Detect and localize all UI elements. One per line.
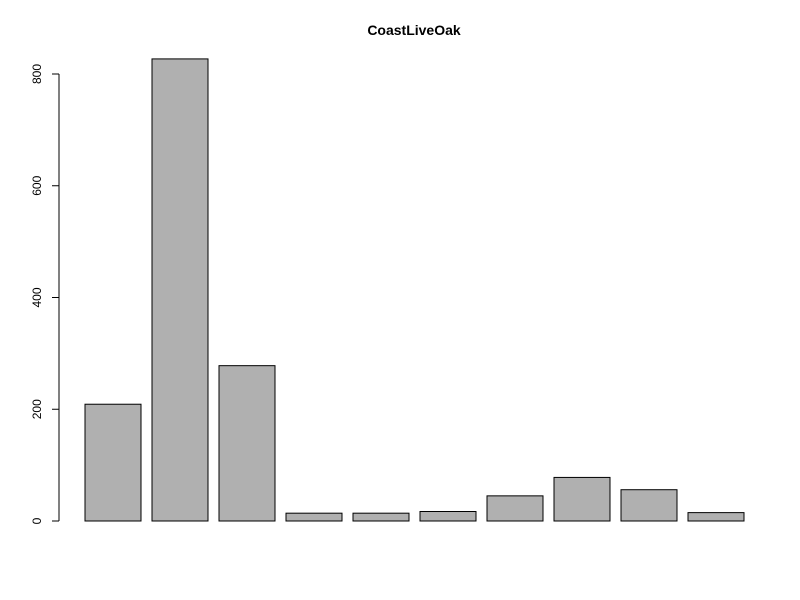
y-tick-label: 200 <box>30 399 44 419</box>
bar-1 <box>84 403 142 522</box>
y-axis: 0 200 400 600 800 <box>30 64 60 524</box>
y-tick-label: 0 <box>30 517 44 524</box>
bar-10 <box>687 512 745 522</box>
bar-8 <box>553 476 611 522</box>
chart-title: CoastLiveOak <box>367 22 461 38</box>
bar-4 <box>285 512 343 522</box>
y-tick-label: 400 <box>30 287 44 307</box>
y-tick-label: 600 <box>30 175 44 195</box>
bar-9 <box>620 489 678 522</box>
bar-3 <box>218 365 276 522</box>
bar-2 <box>151 58 209 522</box>
bar-7 <box>486 495 544 522</box>
y-tick-label: 800 <box>30 64 44 84</box>
bar-6 <box>419 511 477 522</box>
bar-5 <box>352 512 410 522</box>
bars-group <box>84 58 745 522</box>
